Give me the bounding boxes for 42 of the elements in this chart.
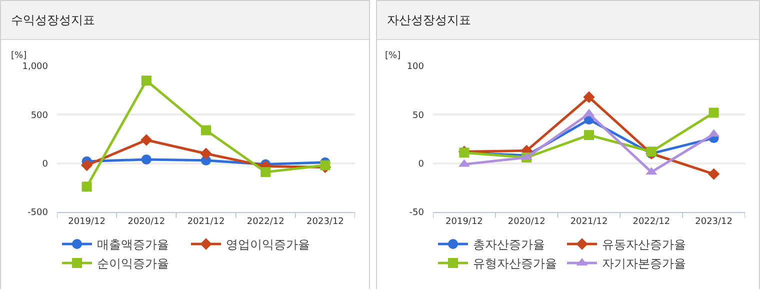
x-tick-label: 2022/12 <box>632 216 670 227</box>
y-tick-label: 1,000 <box>22 62 48 72</box>
point <box>320 160 330 170</box>
legend-label: 영업이익증가율 <box>226 238 310 252</box>
point <box>140 134 152 146</box>
legend-label: 순이익증가율 <box>97 256 169 271</box>
y-tick-label: -500 <box>28 208 48 218</box>
x-tick-label: 2019/12 <box>446 216 483 227</box>
x-tick-label: 2019/12 <box>68 216 106 227</box>
x-tick-label: 2021/12 <box>570 216 608 227</box>
point <box>141 76 152 86</box>
point <box>82 182 92 192</box>
chart-title: 수익성장성지표 <box>1 1 369 40</box>
legend-label: 자기자본증가율 <box>602 256 686 271</box>
point <box>708 108 719 118</box>
x-tick-label: 2020/12 <box>508 216 546 227</box>
x-tick-label: 2021/12 <box>187 216 225 227</box>
y-tick-label: 0 <box>418 159 424 170</box>
x-tick-label: 2023/12 <box>306 216 344 227</box>
y-axis-title: [%] <box>385 51 401 61</box>
chart-title: 자산성장성지표 <box>377 1 759 40</box>
point <box>708 168 720 180</box>
y-tick-label: 0 <box>42 159 48 170</box>
point <box>584 130 594 140</box>
y-tick-label: 500 <box>30 110 48 121</box>
point <box>141 154 152 164</box>
y-tick-label: 100 <box>406 62 424 72</box>
x-tick-label: 2023/12 <box>695 216 732 227</box>
point <box>583 91 595 103</box>
y-tick-label: 50 <box>412 110 424 121</box>
point <box>80 159 93 172</box>
y-tick-label: -50 <box>409 208 424 218</box>
legend-label: 총자산증가율 <box>473 238 545 252</box>
point <box>200 148 212 160</box>
point <box>260 167 271 178</box>
point <box>201 125 211 136</box>
x-tick-label: 2022/12 <box>246 216 284 227</box>
x-tick-label: 2020/12 <box>128 216 166 227</box>
legend-label: 매출액증가율 <box>97 238 169 252</box>
legend-label: 유형자산증가율 <box>473 256 557 271</box>
legend-label: 유동자산증가율 <box>602 238 686 252</box>
y-axis-title: [%] <box>11 51 27 61</box>
